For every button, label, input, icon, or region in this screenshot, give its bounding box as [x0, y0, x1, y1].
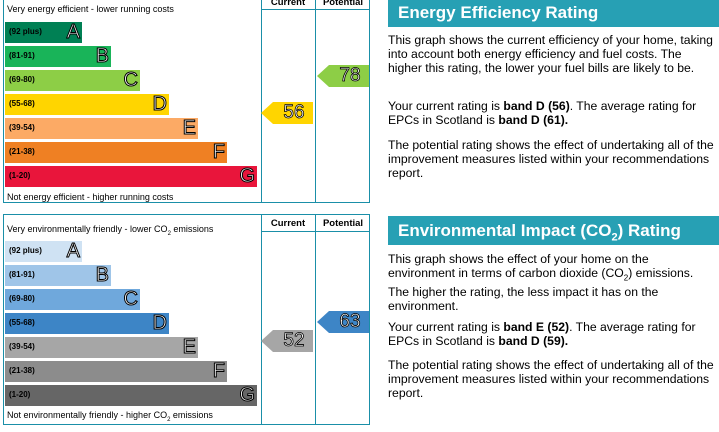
environment-potential-text: The potential rating shows the effect of… — [388, 358, 714, 400]
current-rating-value: 56 — [283, 102, 305, 124]
band-letter: D — [152, 93, 167, 116]
column-divider — [315, 0, 316, 202]
potential-rating-arrow: 63 — [317, 311, 369, 333]
band-range-label: (21-38) — [9, 366, 35, 375]
energy-description: This graph shows the current efficiency … — [388, 33, 713, 75]
band-bar-e: (39-54) E — [5, 117, 198, 140]
band-bar-d: (55-68) D — [5, 93, 169, 116]
band-range-label: (69-80) — [9, 75, 35, 84]
potential-column-header: Potential — [322, 218, 364, 229]
potential-rating-value: 78 — [339, 65, 361, 87]
header-divider — [261, 231, 369, 232]
top-caption: Very environmentally friendly - lower CO… — [7, 224, 214, 237]
band-range-label: (39-54) — [9, 123, 35, 132]
potential-rating-arrow: 78 — [317, 65, 369, 87]
band-bar-b: (81-91) B — [5, 264, 111, 287]
current-column-header: Current — [270, 0, 306, 8]
energy-efficiency-chart: Current Potential Very energy efficient … — [3, 0, 370, 203]
potential-arrow-shape — [317, 65, 369, 87]
band-letter: D — [152, 312, 167, 335]
environment-description: This graph shows the effect of your home… — [388, 252, 694, 314]
environmental-impact-chart: Current Potential Very environmentally f… — [3, 214, 370, 425]
band-bar-c: (69-80) C — [5, 288, 140, 311]
band-letter: B — [95, 45, 109, 68]
band-range-label: (39-54) — [9, 342, 35, 351]
band-letter: E — [182, 336, 196, 359]
header-divider — [261, 9, 369, 10]
band-letter: G — [239, 384, 256, 407]
energy-efficiency-title: Energy Efficiency Rating — [388, 0, 719, 27]
band-bar-b: (81-91) B — [5, 45, 111, 68]
potential-rating-value: 63 — [339, 311, 361, 333]
band-range-label: (92 plus) — [9, 246, 42, 255]
bottom-caption: Not energy efficient - higher running co… — [7, 192, 174, 202]
band-letter: C — [123, 288, 138, 311]
energy-potential-text: The potential rating shows the effect of… — [388, 138, 714, 180]
band-bar-a: (92 plus) A — [5, 21, 82, 44]
band-bar-g: (1-20) G — [5, 165, 257, 188]
band-range-label: (81-91) — [9, 270, 35, 279]
band-bar-g: (1-20) G — [5, 384, 257, 407]
band-range-label: (55-68) — [9, 99, 35, 108]
current-arrow-shape — [261, 102, 313, 124]
band-letter: A — [66, 240, 80, 263]
band-range-label: (1-20) — [9, 171, 31, 180]
current-rating-arrow: 56 — [261, 102, 313, 124]
current-arrow-shape — [261, 330, 313, 352]
band-range-label: (81-91) — [9, 51, 35, 60]
band-bar-d: (55-68) D — [5, 312, 169, 335]
current-column-header: Current — [270, 218, 306, 229]
energy-current-rating-text: Your current rating is band D (56). The … — [388, 99, 697, 127]
potential-arrow-shape — [317, 311, 369, 333]
bottom-caption: Not environmentally friendly - higher CO… — [7, 410, 213, 423]
band-letter: E — [182, 117, 196, 140]
current-rating-value: 52 — [283, 330, 305, 352]
band-letter: G — [239, 165, 256, 188]
band-letter: B — [95, 264, 109, 287]
band-range-label: (21-38) — [9, 147, 35, 156]
band-range-label: (69-80) — [9, 294, 35, 303]
band-bar-e: (39-54) E — [5, 336, 198, 359]
column-divider — [261, 215, 262, 424]
column-divider — [315, 215, 316, 424]
environment-current-rating-text: Your current rating is band E (52). The … — [388, 320, 696, 348]
band-letter: A — [66, 21, 80, 44]
band-letter: F — [212, 141, 225, 164]
band-bar-f: (21-38) F — [5, 360, 227, 383]
band-letter: F — [212, 360, 225, 383]
band-bar-a: (92 plus) A — [5, 240, 82, 263]
band-bar-f: (21-38) F — [5, 141, 227, 164]
current-rating-arrow: 52 — [261, 330, 313, 352]
band-range-label: (1-20) — [9, 390, 31, 399]
band-bar-c: (69-80) C — [5, 69, 140, 92]
column-divider — [261, 0, 262, 202]
band-letter: C — [123, 69, 138, 92]
band-range-label: (55-68) — [9, 318, 35, 327]
top-caption: Very energy efficient - lower running co… — [7, 4, 174, 14]
potential-column-header: Potential — [322, 0, 364, 8]
environmental-impact-title: Environmental Impact (CO2) Rating — [388, 216, 719, 245]
band-range-label: (92 plus) — [9, 27, 42, 36]
